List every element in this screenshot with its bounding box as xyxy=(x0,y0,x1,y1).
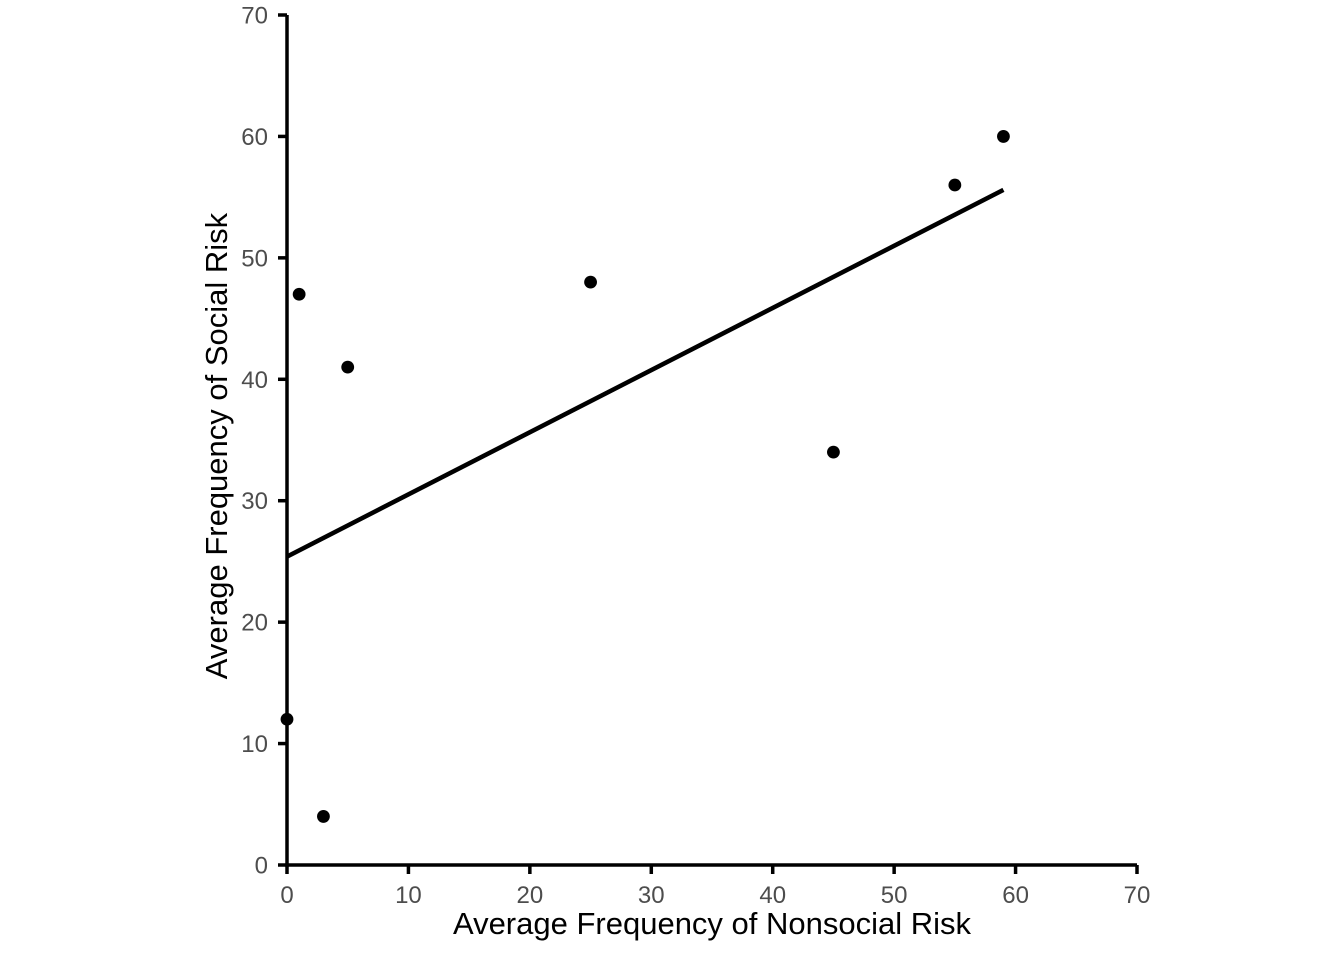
data-point xyxy=(584,275,597,289)
y-tick-label: 40 xyxy=(241,367,268,394)
x-tick-label: 40 xyxy=(759,882,786,909)
y-axis-title: Average Frequency of Social Risk xyxy=(199,212,234,680)
y-tick-label: 10 xyxy=(241,731,268,758)
y-tick-label: 20 xyxy=(241,610,268,637)
data-point xyxy=(292,287,306,301)
x-tick-label: 0 xyxy=(280,882,293,909)
x-tick-label: 50 xyxy=(881,882,908,909)
data-point xyxy=(280,712,294,726)
x-tick-label: 70 xyxy=(1124,882,1151,909)
data-point xyxy=(317,810,330,823)
x-axis-title: Average Frequency of Nonsocial Risk xyxy=(452,906,972,941)
x-tick-label: 30 xyxy=(638,882,665,909)
data-point xyxy=(341,360,355,374)
data-point xyxy=(997,130,1010,143)
data-point xyxy=(948,178,962,192)
y-tick-label: 50 xyxy=(241,245,268,272)
x-tick-label: 20 xyxy=(517,882,544,909)
y-tick-label: 30 xyxy=(241,488,268,515)
regression-line xyxy=(285,187,1005,559)
x-tick-label: 60 xyxy=(1002,882,1029,909)
y-tick-label: 60 xyxy=(241,124,268,151)
data-point xyxy=(827,445,840,459)
x-tick-label: 10 xyxy=(395,882,422,909)
y-tick-label: 0 xyxy=(255,853,268,880)
y-tick-label: 70 xyxy=(241,3,268,30)
